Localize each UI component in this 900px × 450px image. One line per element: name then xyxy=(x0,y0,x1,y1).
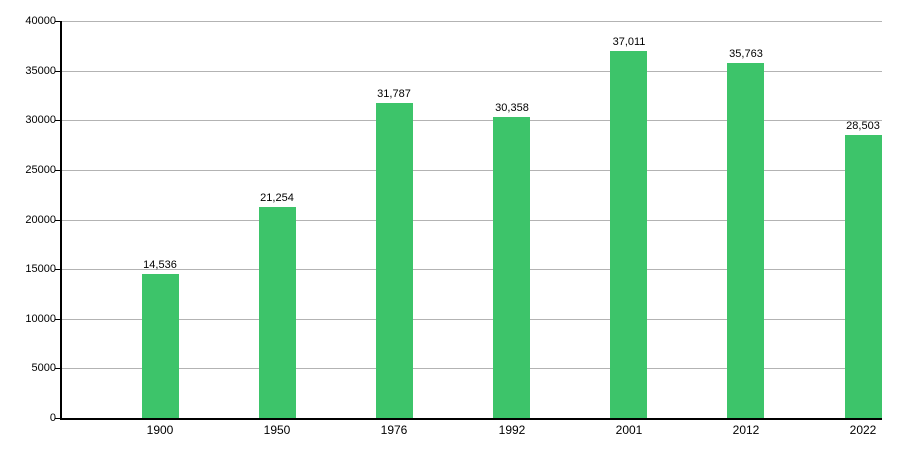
y-gridline xyxy=(62,319,882,320)
y-tick-label: 25000 xyxy=(25,164,56,176)
x-tick-label: 2022 xyxy=(849,423,877,437)
y-tick-label: 40000 xyxy=(25,15,56,27)
y-axis-tick xyxy=(55,170,60,171)
y-axis-tick xyxy=(55,120,60,121)
bar-value-label: 28,503 xyxy=(846,120,880,132)
y-tick-label: 15000 xyxy=(25,263,56,275)
bar xyxy=(376,103,413,418)
y-axis xyxy=(60,21,62,420)
y-axis-tick xyxy=(55,21,60,22)
y-gridline xyxy=(62,368,882,369)
y-axis-tick xyxy=(55,269,60,270)
y-axis-tick xyxy=(55,220,60,221)
bar-value-label: 14,536 xyxy=(143,259,177,271)
y-tick-label: 20000 xyxy=(25,214,56,226)
x-tick-label: 2012 xyxy=(732,423,760,437)
y-axis-tick xyxy=(55,368,60,369)
bar xyxy=(142,274,179,418)
y-axis-tick xyxy=(55,319,60,320)
y-tick-label: 5000 xyxy=(31,362,56,374)
y-gridline xyxy=(62,71,882,72)
x-tick-label: 1950 xyxy=(263,423,291,437)
y-gridline xyxy=(62,21,882,22)
y-gridline xyxy=(62,269,882,270)
bar-value-label: 21,254 xyxy=(260,192,294,204)
y-axis-tick xyxy=(55,418,60,419)
bar-value-label: 35,763 xyxy=(729,48,763,60)
y-gridline xyxy=(62,120,882,121)
y-gridline xyxy=(62,220,882,221)
bar-value-label: 30,358 xyxy=(495,102,529,114)
y-tick-label: 30000 xyxy=(25,114,56,126)
x-tick-label: 1900 xyxy=(146,423,174,437)
bar xyxy=(493,117,530,418)
bar-value-label: 37,011 xyxy=(612,36,646,48)
y-tick-label: 35000 xyxy=(25,65,56,77)
bar xyxy=(610,51,647,418)
x-tick-label: 1992 xyxy=(498,423,526,437)
x-tick-label: 2001 xyxy=(615,423,643,437)
y-tick-label: 0 xyxy=(49,412,56,424)
bar-value-label: 31,787 xyxy=(377,88,411,100)
bar xyxy=(259,207,296,418)
x-tick-label: 1976 xyxy=(380,423,408,437)
x-axis xyxy=(60,418,882,420)
y-tick-label: 10000 xyxy=(25,313,56,325)
bar xyxy=(845,135,882,418)
y-axis-tick xyxy=(55,71,60,72)
bar xyxy=(727,63,764,418)
y-gridline xyxy=(62,170,882,171)
